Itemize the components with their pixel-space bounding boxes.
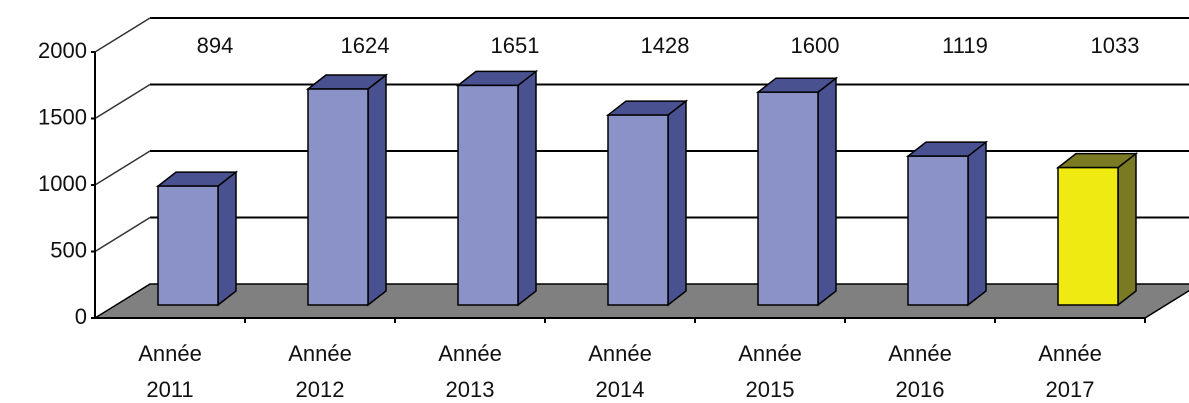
bar (457, 84, 519, 306)
y-tick-label: 500 (50, 237, 87, 262)
x-tick-label: Année (138, 341, 202, 366)
value-label: 1428 (641, 33, 690, 58)
grid-diagonal (94, 17, 151, 53)
bar-side (967, 140, 987, 307)
x-tick-label: Année (1038, 341, 1102, 366)
grid-diagonal (94, 150, 151, 186)
value-label: 1033 (1091, 33, 1140, 58)
bar-side (367, 73, 387, 307)
x-tick-label: 2011 (146, 377, 193, 402)
x-tick-label: 2014 (596, 377, 645, 402)
x-tick-label: Année (888, 341, 952, 366)
bar (607, 114, 669, 306)
x-tick-label: Année (588, 341, 652, 366)
bar (307, 88, 369, 306)
x-tick-label: 2015 (746, 377, 795, 402)
bar (157, 185, 219, 306)
value-label: 1651 (491, 33, 540, 58)
bar (907, 155, 969, 306)
x-tick-label: 2012 (296, 377, 345, 402)
x-tick-label: Année (438, 341, 502, 366)
y-tick-label: 1500 (38, 104, 87, 129)
bar-side (517, 69, 537, 307)
x-tick-label: Année (288, 341, 352, 366)
grid-diagonal (94, 216, 151, 253)
bar (1057, 166, 1119, 306)
value-label: 1624 (341, 33, 390, 58)
x-tick-label: Année (738, 341, 802, 366)
y-tick-label: 1000 (38, 171, 87, 196)
x-tick-label: 2016 (896, 377, 945, 402)
y-tick-label: 2000 (38, 38, 87, 63)
grid-diagonal (94, 83, 151, 120)
bar-side (667, 99, 687, 307)
bar-side (1117, 152, 1137, 307)
bar (757, 91, 819, 306)
bar-side (817, 76, 837, 307)
value-label: 894 (197, 33, 234, 58)
bar-side (217, 170, 237, 307)
value-label: 1600 (791, 33, 840, 58)
x-tick-label: 2013 (446, 377, 495, 402)
y-tick-label: 0 (75, 304, 87, 329)
value-label: 1119 (942, 33, 988, 58)
x-tick-label: 2017 (1046, 377, 1095, 402)
